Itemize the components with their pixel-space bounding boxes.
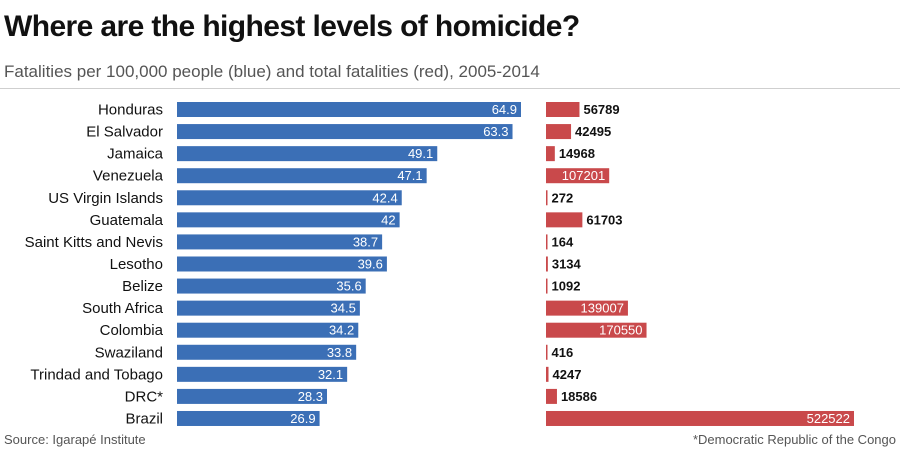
total-bar: [546, 366, 549, 382]
category-label: Trindad and Tobago: [30, 366, 163, 383]
total-bar: [546, 410, 854, 426]
rate-bar: [177, 124, 513, 140]
total-value-label: 42495: [575, 124, 611, 139]
category-label: El Salvador: [86, 124, 163, 141]
rate-value-label: 26.9: [290, 411, 315, 426]
rate-value-label: 34.2: [329, 323, 354, 338]
total-bar: [546, 256, 548, 272]
source-note: Source: Igarapé Institute: [4, 432, 146, 447]
rate-bar: [177, 234, 383, 250]
category-label: Jamaica: [107, 146, 164, 163]
chart-subtitle: Fatalities per 100,000 people (blue) and…: [4, 62, 540, 81]
rate-value-label: 49.1: [408, 146, 433, 161]
rate-value-label: 39.6: [358, 256, 383, 271]
total-bar: [546, 190, 548, 206]
total-bar: [546, 212, 583, 228]
rate-bar: [177, 344, 357, 360]
total-value-label: 107201: [562, 168, 605, 183]
total-value-label: 14968: [559, 146, 595, 161]
total-bar: [546, 146, 555, 162]
rate-bar: [177, 322, 359, 338]
total-value-label: 4247: [553, 367, 582, 382]
rate-bar: [177, 278, 366, 294]
category-label: DRC*: [125, 388, 163, 405]
homicide-bar-chart: Honduras 64.9 56789 El Salvador 63.3 42495 Jam…: [25, 102, 854, 427]
rate-bar: [177, 300, 360, 316]
rate-value-label: 28.3: [298, 389, 323, 404]
footnote: *Democratic Republic of the Congo: [692, 432, 896, 447]
rate-bar: [177, 212, 400, 228]
total-value-label: 18586: [561, 389, 597, 404]
total-bar: [546, 102, 580, 117]
category-label: US Virgin Islands: [48, 190, 163, 207]
rate-value-label: 32.1: [318, 367, 343, 382]
total-value-label: 416: [552, 345, 574, 360]
rate-bar: [177, 256, 387, 272]
category-label: Swaziland: [95, 344, 163, 361]
category-label: South Africa: [82, 300, 164, 317]
title-divider: [0, 88, 900, 89]
rate-value-label: 42: [381, 212, 395, 227]
total-value-label: 522522: [807, 411, 850, 426]
rate-bar: [177, 102, 521, 117]
total-value-label: 139007: [581, 301, 624, 316]
total-bar: [546, 168, 610, 184]
rate-value-label: 47.1: [397, 168, 422, 183]
rate-bar: [177, 190, 402, 206]
total-value-label: 56789: [583, 102, 619, 117]
total-bar: [546, 278, 548, 294]
rate-value-label: 33.8: [327, 345, 352, 360]
total-value-label: 61703: [586, 212, 622, 227]
rate-value-label: 64.9: [492, 102, 517, 117]
category-label: Venezuela: [93, 168, 164, 185]
total-bar: [546, 234, 548, 250]
rate-bar: [177, 388, 328, 404]
total-bar: [546, 344, 548, 360]
total-value-label: 3134: [552, 256, 582, 271]
rate-value-label: 42.4: [372, 190, 397, 205]
total-bar: [546, 388, 557, 404]
rate-value-label: 35.6: [336, 279, 361, 294]
category-label: Belize: [122, 278, 163, 295]
total-bar: [546, 322, 647, 338]
total-bar: [546, 124, 572, 140]
category-label: Colombia: [100, 322, 164, 339]
total-bar: [546, 300, 628, 316]
total-value-label: 164: [552, 234, 574, 249]
chart-title: Where are the highest levels of homicide…: [4, 10, 580, 43]
category-label: Saint Kitts and Nevis: [25, 234, 163, 251]
category-label: Honduras: [98, 102, 163, 119]
category-label: Guatemala: [90, 212, 164, 229]
total-value-label: 1092: [552, 279, 581, 294]
rate-bar: [177, 146, 438, 162]
category-label: Brazil: [125, 410, 163, 427]
category-label: Lesotho: [110, 256, 163, 273]
rate-value-label: 63.3: [483, 124, 508, 139]
rate-bar: [177, 168, 427, 184]
rate-bar: [177, 366, 348, 382]
rate-bar: [177, 410, 320, 426]
total-value-label: 170550: [599, 323, 642, 338]
total-value-label: 272: [552, 190, 574, 205]
rate-value-label: 34.5: [331, 301, 356, 316]
rate-value-label: 38.7: [353, 234, 378, 249]
